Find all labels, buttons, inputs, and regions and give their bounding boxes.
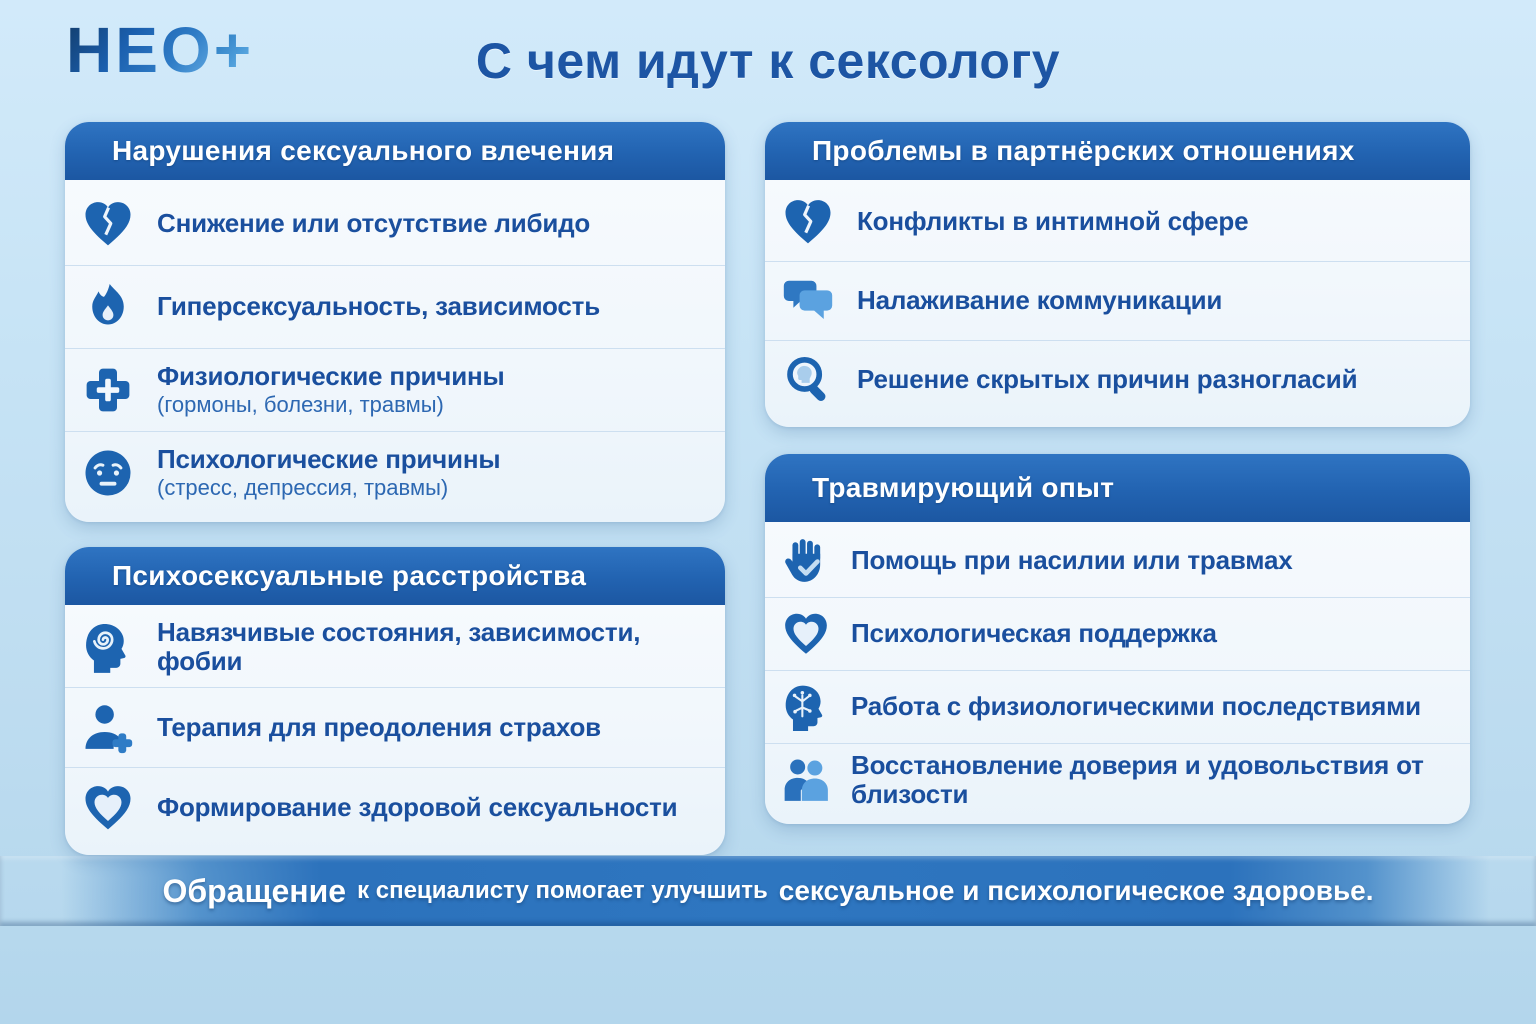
item-sublabel: (стресс, депрессия, травмы) xyxy=(157,475,449,501)
item-label: Гиперсексуальность, зависимость xyxy=(157,291,600,322)
item-label: Налаживание коммуникации xyxy=(857,285,1223,316)
couple-icon xyxy=(784,759,828,801)
person-plus-icon xyxy=(85,704,133,753)
item-label: Конфликты в интимной сфере xyxy=(857,205,1249,236)
two-tone-heart-icon xyxy=(785,613,827,654)
left-column: Нарушения сексуального влечения Снижение… xyxy=(65,122,725,855)
list-item: Психологическая поддержка xyxy=(765,597,1470,670)
item-sublabel: (гормоны, болезни, травмы) xyxy=(157,392,444,418)
right-column: Проблемы в партнёрских отношениях Конфли… xyxy=(765,122,1470,855)
broken-heart-icon xyxy=(85,201,131,245)
item-label: Психологическая поддержка xyxy=(851,618,1217,649)
logo-plus-icon: + xyxy=(213,14,255,86)
list-item: Налаживание коммуникации xyxy=(765,261,1470,340)
list-item: Помощь при насилии или травмах xyxy=(765,524,1470,597)
card-sexual-desire-disorders: Нарушения сексуального влечения Снижение… xyxy=(65,122,725,522)
medical-cross-icon xyxy=(86,368,130,412)
item-label: Восстановление доверия и удовольствия от… xyxy=(851,749,1424,809)
footer-banner: Обращение к специалисту помогает улучшит… xyxy=(0,856,1536,926)
card-header: Нарушения сексуального влечения xyxy=(65,122,725,180)
item-label: Терапия для преодоления страхов xyxy=(157,711,601,742)
list-item: Снижение или отсутствие либидо xyxy=(65,182,725,265)
list-item: Гиперсексуальность, зависимость xyxy=(65,265,725,348)
worried-face-icon xyxy=(85,450,131,496)
item-label: Физиологические причины xyxy=(157,361,505,392)
broken-heart-icon xyxy=(785,199,831,243)
list-item: Конфликты в интимной сфере xyxy=(765,182,1470,261)
neo-plus-logo: НЕО+ xyxy=(66,18,254,82)
item-label: Навязчивые состояния, зависимости, фобии xyxy=(157,616,641,676)
card-body: Навязчивые состояния, зависимости, фобии… xyxy=(65,605,725,855)
list-item: Работа с физиологическими последствиями xyxy=(765,670,1470,743)
chat-bubbles-icon xyxy=(783,280,833,319)
banner-middle-text: к специалисту помогает улучшить xyxy=(357,877,768,904)
flame-icon xyxy=(92,283,124,325)
list-item: Восстановление доверия и удовольствия от… xyxy=(765,743,1470,816)
list-item: Формирование здоровой сексуальности xyxy=(65,767,725,847)
banner-emphasis-text: сексуальное и психологическое здоровье. xyxy=(778,875,1374,906)
banner-lead-text: Обращение xyxy=(162,872,347,909)
card-header: Травмирующий опыт xyxy=(765,454,1470,522)
list-item: Навязчивые состояния, зависимости, фобии xyxy=(65,607,725,687)
list-item: Психологические причины (стресс, депресс… xyxy=(65,431,725,514)
card-traumatic-experience: Травмирующий опыт Помощь при насилии или… xyxy=(765,454,1470,824)
card-body: Снижение или отсутствие либидо Гиперсекс… xyxy=(65,180,725,522)
logo-text-neo: НЕО xyxy=(66,14,214,86)
item-label: Снижение или отсутствие либидо xyxy=(157,207,591,238)
card-psychosexual-disorders: Психосексуальные расстройства Навязчивые… xyxy=(65,547,725,855)
item-label: Работа с физиологическими последствиями xyxy=(851,691,1421,722)
card-body: Конфликты в интимной сфере Налаживание к… xyxy=(765,180,1470,427)
item-label: Психологические причины xyxy=(157,444,501,475)
two-tone-heart-icon xyxy=(85,785,131,829)
card-header: Проблемы в партнёрских отношениях xyxy=(765,122,1470,180)
list-item: Решение скрытых причин разногласий xyxy=(765,340,1470,419)
page-title: С чем идут к сексологу xyxy=(475,33,1061,89)
item-label: Решение скрытых причин разногласий xyxy=(857,364,1358,395)
head-spiral-icon xyxy=(86,623,126,673)
cards-grid: Нарушения сексуального влечения Снижение… xyxy=(0,120,1536,855)
card-body: Помощь при насилии или травмах Психологи… xyxy=(765,522,1470,824)
card-partner-relationship-problems: Проблемы в партнёрских отношениях Конфли… xyxy=(765,122,1470,427)
list-item: Физиологические причины (гормоны, болезн… xyxy=(65,348,725,431)
item-label: Формирование здоровой сексуальности xyxy=(157,791,678,822)
page-header: НЕО+ С чем идут к сексологу xyxy=(0,0,1536,120)
magnifier-head-icon xyxy=(787,356,826,402)
head-tree-icon xyxy=(785,685,823,731)
list-item: Терапия для преодоления страхов xyxy=(65,687,725,767)
stop-hand-check-icon xyxy=(785,538,821,582)
card-header: Психосексуальные расстройства xyxy=(65,547,725,605)
item-label: Помощь при насилии или травмах xyxy=(851,544,1293,575)
